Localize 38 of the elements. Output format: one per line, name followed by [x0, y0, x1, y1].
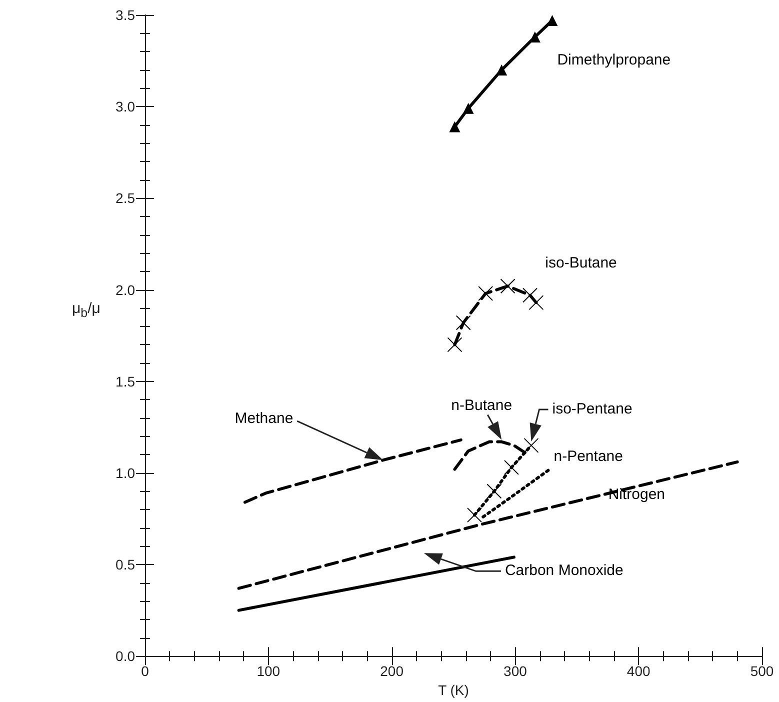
x-tick-label: 100	[256, 663, 280, 680]
point	[456, 315, 471, 330]
series-label: n-Pentane	[554, 448, 623, 466]
series-label: Dimethylpropane	[557, 51, 671, 68]
y-tick-label: 3.0	[116, 98, 136, 115]
point	[486, 484, 502, 499]
y-tick-label: 2.0	[116, 282, 136, 298]
point	[462, 102, 474, 114]
point	[466, 508, 482, 523]
x-tick-label: 0	[141, 663, 150, 680]
series-label: iso-Pentane	[552, 400, 632, 418]
point	[478, 286, 494, 301]
y-tick-label: 0.0	[116, 648, 136, 664]
point	[522, 288, 538, 303]
y-tick-label: 2.5	[116, 190, 136, 206]
y-tick-label: 0.5	[116, 556, 136, 573]
point	[447, 337, 462, 352]
series-label: Carbon Monoxide	[504, 562, 624, 580]
point	[528, 295, 544, 310]
point	[500, 278, 516, 294]
x-axis-title: T (K)	[438, 682, 469, 698]
y-tick-label: 3.5	[116, 7, 136, 23]
text: Methane	[234, 410, 294, 428]
point	[504, 460, 519, 475]
x-tick-label: 500	[750, 663, 774, 680]
y-tick-label: 1.0	[116, 464, 136, 481]
series-label: iso-Butane	[545, 254, 617, 272]
series-label: n-Butane	[451, 396, 512, 414]
x-tick-label: 300	[504, 663, 528, 680]
x-tick-label: 400	[626, 663, 650, 680]
line-series	[237, 460, 739, 590]
line-series	[243, 438, 462, 504]
x-tick-label: 200	[380, 663, 404, 680]
point	[449, 121, 460, 132]
y-tick-label: 1.5	[116, 373, 136, 390]
point	[496, 64, 508, 76]
point	[524, 438, 539, 453]
y-axis-title: μ$_{b}$/μ	[72, 300, 100, 320]
